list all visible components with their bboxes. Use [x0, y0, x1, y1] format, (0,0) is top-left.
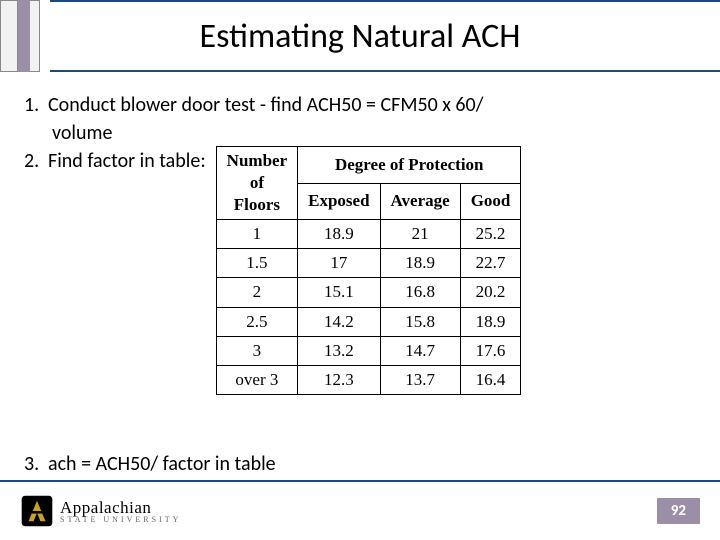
content-area: 1.Conduct blower door test - find ACH50 … [24, 92, 696, 479]
col-good: Good [460, 183, 521, 220]
table-header-floors: Number of Floors [216, 147, 297, 220]
step-3: 3.ach = ACH50/ factor in table [24, 451, 696, 477]
university-logo: Appalachian STATE UNIVERSITY [20, 494, 181, 528]
factor-table: Number of Floors Degree of Protection Ex… [216, 146, 522, 395]
table-row: over 312.313.716.4 [216, 365, 521, 394]
step-1: 1.Conduct blower door test - find ACH50 … [24, 92, 696, 118]
col-average: Average [380, 183, 460, 220]
logo-name: Appalachian [60, 499, 181, 516]
logo-icon [20, 494, 54, 528]
page-title: Estimating Natural ACH [200, 16, 521, 57]
table-row: 118.92125.2 [216, 220, 521, 249]
table-row: 313.214.717.6 [216, 336, 521, 365]
step-3-text: ach = ACH50/ factor in table [48, 452, 276, 476]
table-header-protection: Degree of Protection [298, 147, 521, 184]
logo-subtitle: STATE UNIVERSITY [60, 516, 181, 524]
page-number: 92 [657, 498, 700, 524]
col-exposed: Exposed [298, 183, 380, 220]
left-decoration [0, 0, 60, 72]
step-3-num: 3. [24, 451, 48, 477]
title-bar: Estimating Natural ACH [0, 0, 720, 72]
step-1-cont: volume [24, 120, 696, 146]
step-2-text: Find factor in table: [48, 149, 206, 173]
table-row: 2.514.215.818.9 [216, 307, 521, 336]
step-2-num: 2. [24, 148, 48, 174]
table-row: 215.116.820.2 [216, 278, 521, 307]
footer: Appalachian STATE UNIVERSITY 92 [0, 480, 720, 540]
step-1-text: Conduct blower door test - find ACH50 = … [48, 93, 483, 117]
table-row: 1.51718.922.7 [216, 249, 521, 278]
step-1-num: 1. [24, 92, 48, 118]
factor-table-wrap: Number of Floors Degree of Protection Ex… [216, 146, 522, 395]
step-2: 2.Find factor in table: Number of Floors… [24, 148, 696, 395]
